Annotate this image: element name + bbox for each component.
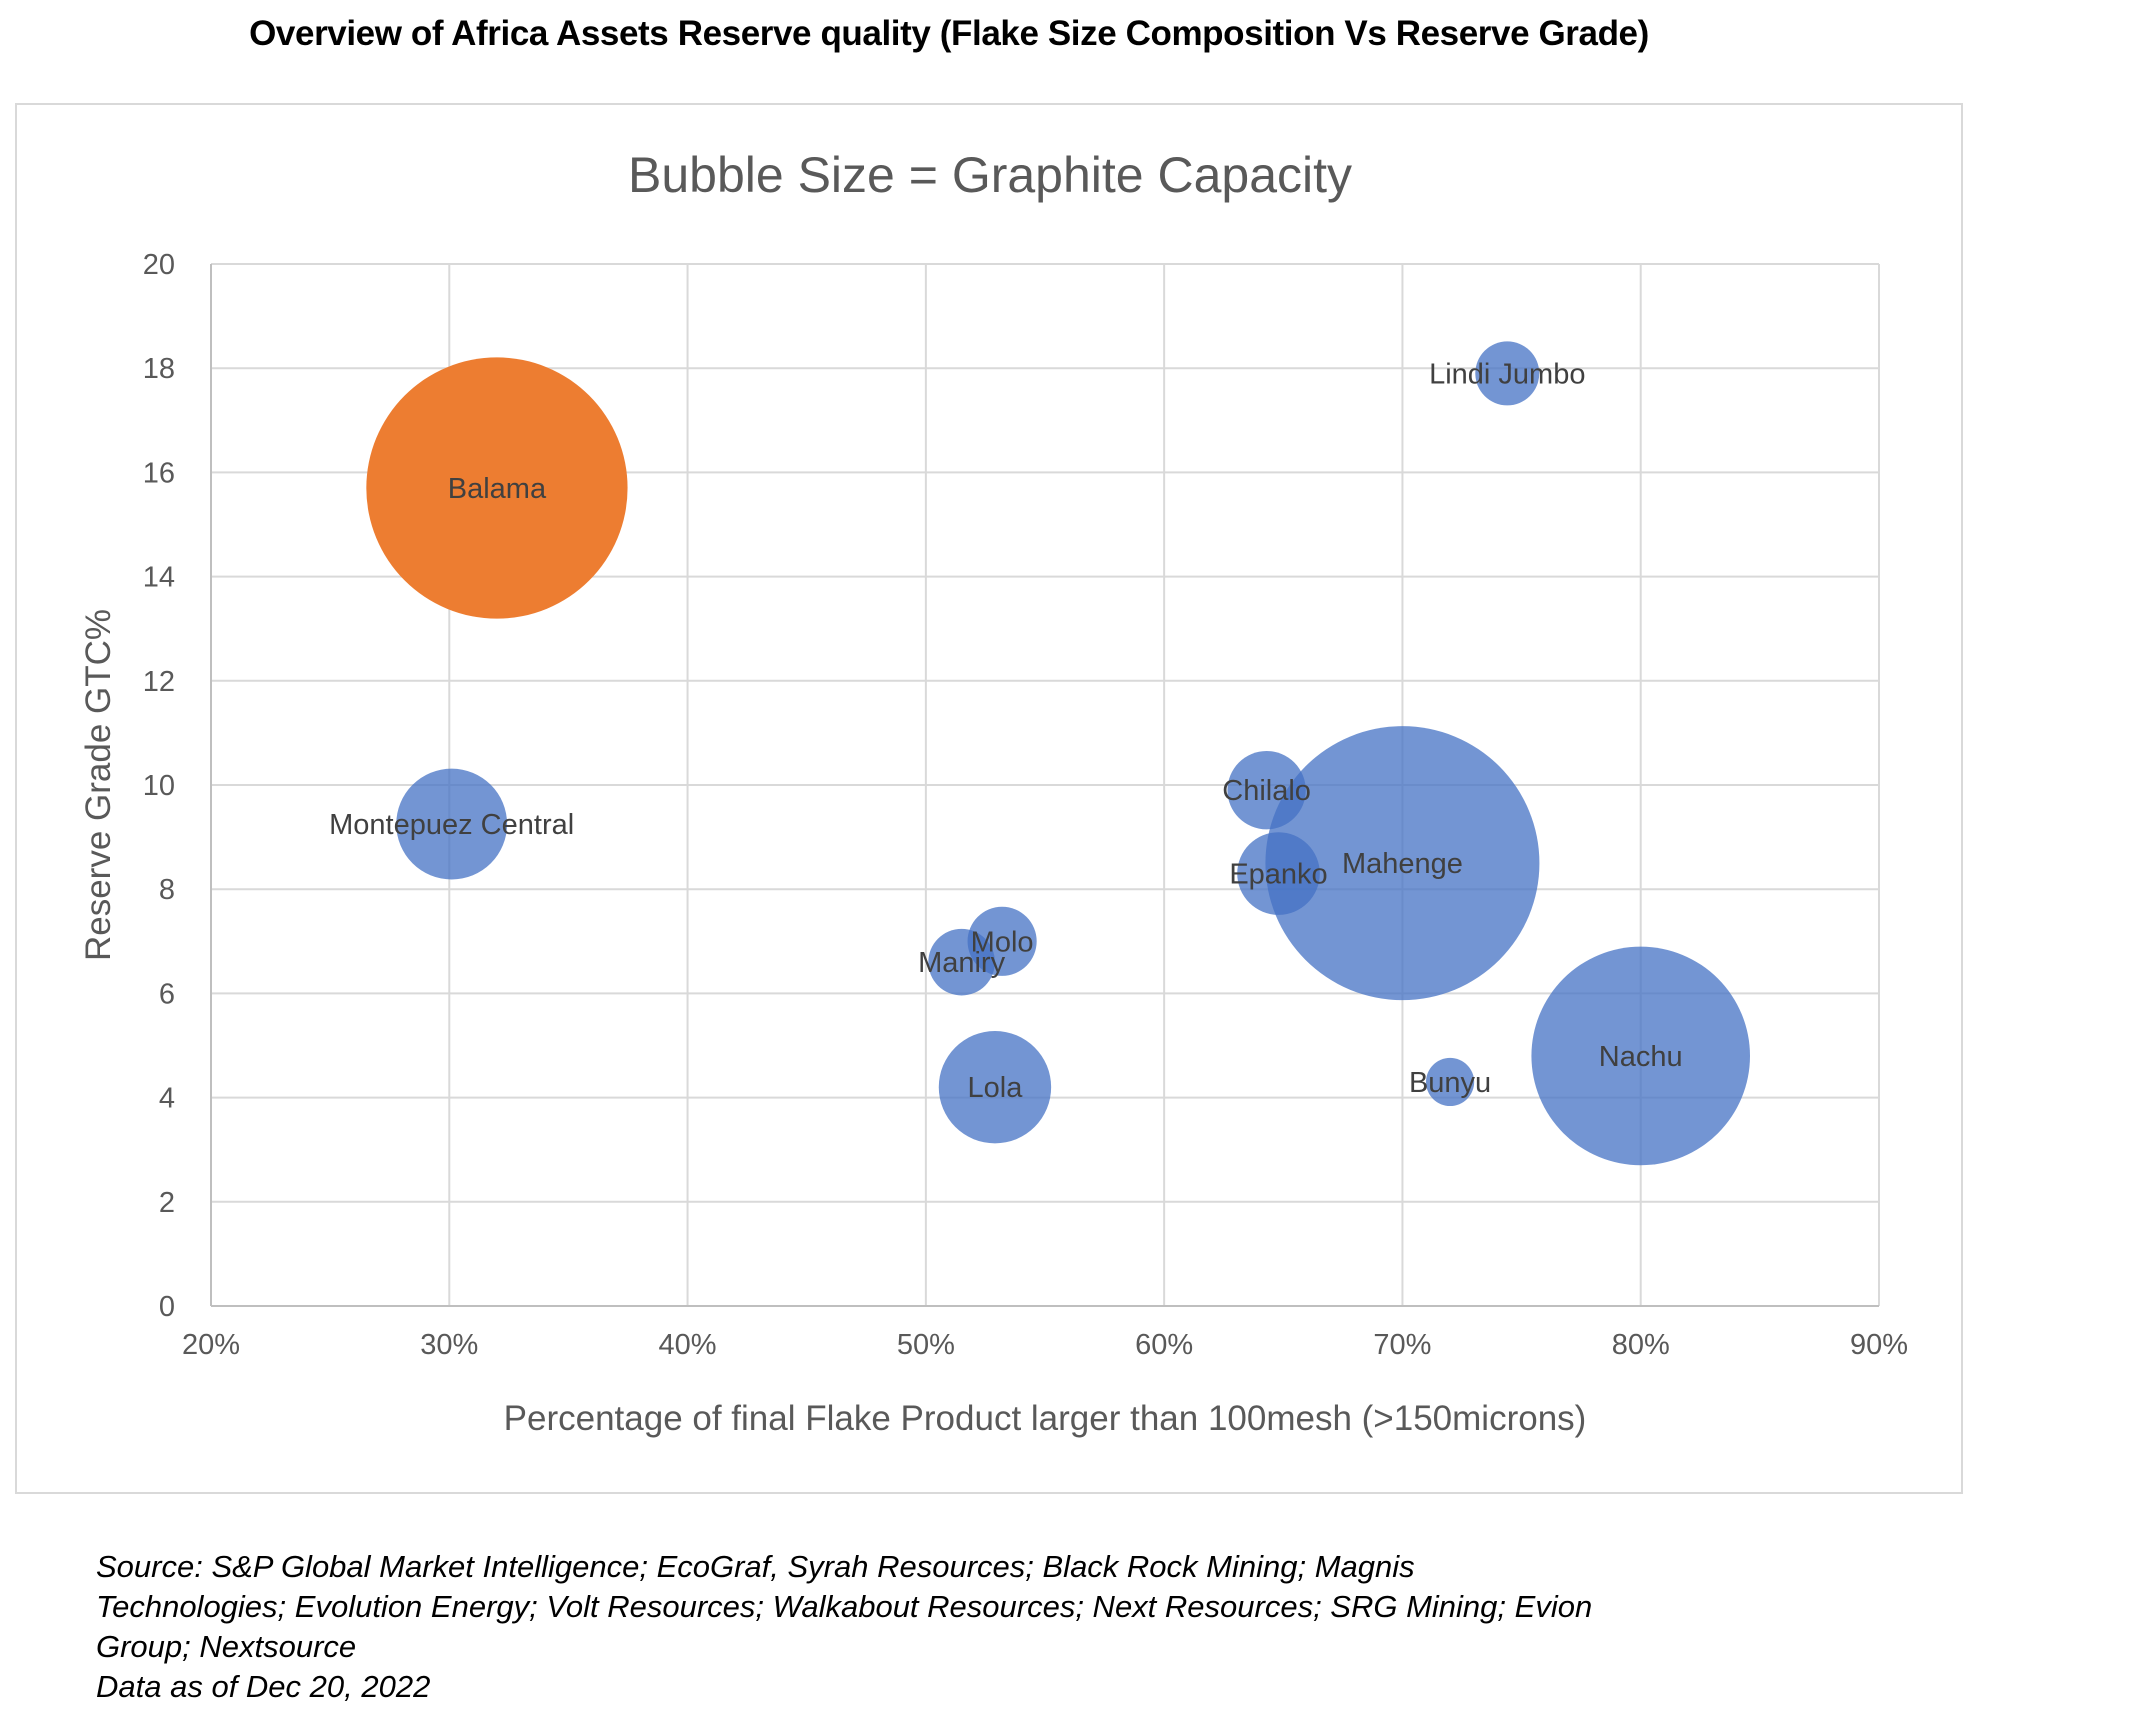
bubble-chart: Bubble Size = Graphite Capacity 20% 30% 40%… — [79, 147, 1908, 1438]
chart-frame — [15, 103, 1963, 1494]
bubble-point — [928, 928, 995, 996]
bubble-point — [1425, 1057, 1475, 1107]
bubble-label: Molo — [971, 926, 1034, 958]
x-tick-label: 30% — [420, 1329, 478, 1361]
y-tick-label: 8 — [159, 874, 175, 906]
bubble-point — [938, 1030, 1052, 1144]
y-tick-label: 14 — [143, 562, 175, 594]
source-line: Source: S&P Global Market Intelligence; … — [96, 1549, 1415, 1584]
y-tick-label: 12 — [143, 666, 175, 698]
bubble-label: Chilalo — [1222, 775, 1311, 807]
bubble-label: Bunyu — [1409, 1067, 1491, 1099]
chart-title: Bubble Size = Graphite Capacity — [628, 147, 1352, 203]
y-tick-label: 18 — [143, 353, 175, 385]
x-axis-title: Percentage of final Flake Product larger… — [504, 1399, 1587, 1438]
source-note: Source: S&P Global Market Intelligence; … — [96, 1547, 1916, 1707]
y-tick-label: 0 — [159, 1291, 175, 1323]
y-tick-label: 4 — [159, 1083, 175, 1115]
bubble-point — [396, 768, 508, 880]
bubble-point — [1475, 341, 1540, 406]
source-line: Group; Nextsource — [96, 1629, 357, 1664]
x-tick-label: 50% — [897, 1329, 955, 1361]
data-date: Data as of Dec 20, 2022 — [96, 1669, 431, 1704]
x-tick-label: 60% — [1135, 1329, 1193, 1361]
x-tick-label: 80% — [1612, 1329, 1670, 1361]
y-tick-label: 2 — [159, 1187, 175, 1219]
bubble-label: Maniry — [918, 947, 1006, 979]
bubble-label: Epanko — [1229, 859, 1327, 891]
bubble-label: Montepuez Central — [329, 809, 574, 841]
bubble-label: Mahenge — [1342, 848, 1463, 880]
x-tick-label: 70% — [1373, 1329, 1431, 1361]
source-line: Technologies; Evolution Energy; Volt Res… — [96, 1589, 1593, 1624]
y-axis-title: Reserve Grade GTC% — [79, 609, 118, 961]
x-tick-label: 90% — [1850, 1329, 1908, 1361]
bubble-point — [1265, 726, 1540, 1001]
y-tick-label: 10 — [143, 770, 175, 802]
y-tick-label: 20 — [143, 249, 175, 281]
x-tick-label: 20% — [182, 1329, 240, 1361]
x-tick-label: 40% — [659, 1329, 717, 1361]
y-tick-label: 6 — [159, 978, 175, 1010]
y-tick-label: 16 — [143, 457, 175, 489]
bubble-point — [1531, 946, 1751, 1166]
bubble-label: Nachu — [1599, 1041, 1683, 1073]
bubble-label: Balama — [448, 473, 547, 505]
bubble-label: Lindi Jumbo — [1429, 358, 1585, 390]
bubble-label: Lola — [968, 1072, 1024, 1104]
bubble-point — [366, 357, 628, 619]
page-title: Overview of Africa Assets Reserve qualit… — [249, 14, 1649, 53]
